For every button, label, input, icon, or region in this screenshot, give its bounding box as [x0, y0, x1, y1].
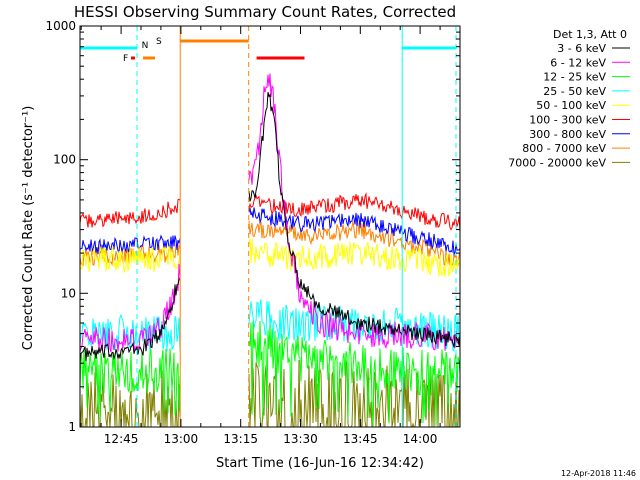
x-tick-label: 14:00 — [403, 432, 438, 446]
legend-label: 25 - 50 keV — [543, 85, 606, 98]
series-line-6 — [80, 207, 460, 256]
x-tick-label: 12:45 — [104, 432, 139, 446]
series-line-8 — [80, 359, 460, 427]
legend-label: 12 - 25 keV — [543, 71, 606, 84]
series-line-0 — [80, 91, 460, 363]
x-tick-label: 13:00 — [164, 432, 199, 446]
legend-label: 300 - 800 keV — [529, 128, 606, 141]
legend-label: 7000 - 20000 keV — [508, 156, 606, 169]
series-line-2 — [80, 320, 460, 427]
overlay-layer: F N S — [80, 26, 457, 427]
plot-timestamp: 12-Apr-2018 11:46 — [561, 469, 636, 478]
x-tick-label: 13:15 — [223, 432, 258, 446]
chart-title: HESSI Observing Summary Count Rates, Cor… — [74, 3, 456, 21]
marker-label: S — [156, 37, 162, 47]
plot-frame — [79, 25, 461, 428]
x-tick-label: 13:45 — [343, 432, 378, 446]
x-axis-label: Start Time (16-Jun-16 12:34:42) — [216, 456, 424, 471]
legend-label: 3 - 6 keV — [557, 42, 606, 55]
series-line-5 — [80, 192, 460, 232]
legend-title: Det 1,3, Att 0 — [553, 28, 627, 41]
legend-label: 6 - 12 keV — [550, 56, 606, 69]
y-tick-label: 1 — [68, 420, 76, 434]
x-tick-label: 13:30 — [283, 432, 318, 446]
data-layer — [80, 73, 460, 427]
axis-layer: 1 10 100 1000 12:45 13:00 13:15 13:30 13:45 14:00 — [45, 19, 461, 446]
y-tick-label: 100 — [53, 153, 76, 167]
legend-label: 100 - 300 keV — [529, 114, 606, 127]
y-axis-label: Corrected Count Rate (s⁻¹ detector⁻¹) — [21, 106, 36, 351]
series-line-4 — [80, 238, 460, 278]
y-tick-label: 1000 — [45, 19, 76, 33]
marker-label: N — [142, 41, 149, 51]
y-tick-label: 10 — [61, 286, 76, 300]
legend-label: 800 - 7000 keV — [522, 142, 606, 155]
marker-label: F — [123, 54, 128, 64]
legend-label: 50 - 100 keV — [536, 99, 606, 112]
